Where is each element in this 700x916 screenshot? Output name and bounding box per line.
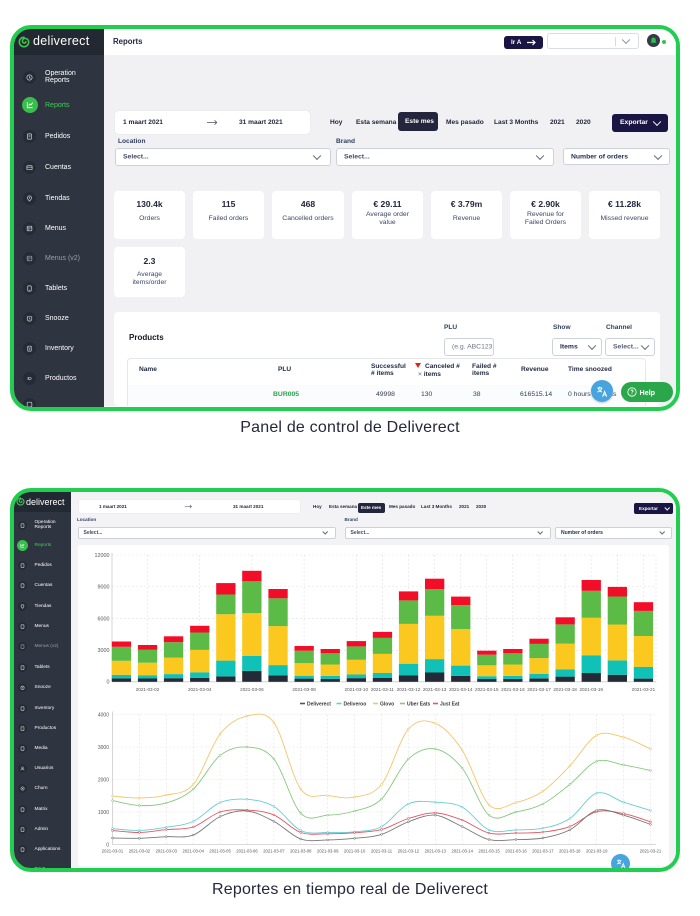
svg-text:Deliveroo: Deliveroo [344, 702, 367, 708]
svg-text:2021-03-18: 2021-03-18 [559, 849, 581, 854]
svg-text:2021-03-03: 2021-03-03 [156, 849, 178, 854]
svg-text:2021-03-07: 2021-03-07 [263, 849, 285, 854]
svg-text:6000: 6000 [98, 617, 110, 623]
svg-text:2021-03-15: 2021-03-15 [478, 849, 500, 854]
svg-text:2021-03-10: 2021-03-10 [344, 849, 366, 854]
svg-text:2021-03-05: 2021-03-05 [209, 849, 231, 854]
svg-text:2021-03-09: 2021-03-09 [317, 849, 339, 854]
svg-text:2021-03-04: 2021-03-04 [188, 687, 212, 692]
svg-text:12000: 12000 [95, 553, 110, 559]
svg-text:2021-03-13: 2021-03-13 [423, 687, 447, 692]
svg-text:3000: 3000 [98, 648, 110, 654]
svg-text:2021-03-15: 2021-03-15 [475, 687, 499, 692]
svg-text:2021-03-16: 2021-03-16 [505, 849, 527, 854]
svg-text:2021-03-01: 2021-03-01 [102, 849, 124, 854]
svg-text:2021-03-08: 2021-03-08 [292, 687, 316, 692]
svg-text:Uber Eats: Uber Eats [407, 702, 431, 708]
svg-text:2021-03-12: 2021-03-12 [398, 849, 420, 854]
svg-text:2021-03-21: 2021-03-21 [640, 849, 662, 854]
svg-text:Just Eat: Just Eat [440, 702, 460, 708]
svg-text:2021-03-02: 2021-03-02 [129, 849, 151, 854]
svg-text:2021-03-08: 2021-03-08 [290, 849, 312, 854]
svg-text:2021-03-04: 2021-03-04 [182, 849, 204, 854]
svg-text:2021-03-17: 2021-03-17 [527, 687, 551, 692]
svg-text:2021-03-06: 2021-03-06 [240, 687, 264, 692]
svg-text:1000: 1000 [98, 810, 109, 816]
svg-text:Glovo: Glovo [380, 702, 394, 708]
svg-text:2021-03-10: 2021-03-10 [345, 687, 369, 692]
svg-text:2021-03-16: 2021-03-16 [501, 687, 525, 692]
svg-text:2021-03-21: 2021-03-21 [632, 687, 656, 692]
svg-text:2021-03-06: 2021-03-06 [236, 849, 258, 854]
svg-text:2021-03-17: 2021-03-17 [532, 849, 554, 854]
svg-text:2021-03-13: 2021-03-13 [425, 849, 447, 854]
svg-text:2021-03-14: 2021-03-14 [451, 849, 473, 854]
svg-text:0: 0 [106, 842, 109, 848]
svg-text:2021-03-11: 2021-03-11 [371, 687, 395, 692]
svg-text:9000: 9000 [98, 584, 110, 590]
svg-text:2021-03-02: 2021-03-02 [136, 687, 160, 692]
svg-text:2021-03-11: 2021-03-11 [371, 849, 393, 854]
svg-text:4000: 4000 [98, 712, 109, 718]
svg-text:2021-03-18: 2021-03-18 [553, 687, 577, 692]
svg-text:2000: 2000 [98, 777, 109, 783]
svg-text:Deliverect: Deliverect [307, 702, 331, 708]
svg-text:3000: 3000 [98, 745, 109, 751]
svg-text:0: 0 [107, 680, 110, 686]
svg-text:2021-03-14: 2021-03-14 [449, 687, 473, 692]
svg-text:2021-03-12: 2021-03-12 [397, 687, 421, 692]
svg-text:2021-03-19: 2021-03-19 [586, 849, 608, 854]
svg-text:2021-03-19: 2021-03-19 [579, 687, 603, 692]
